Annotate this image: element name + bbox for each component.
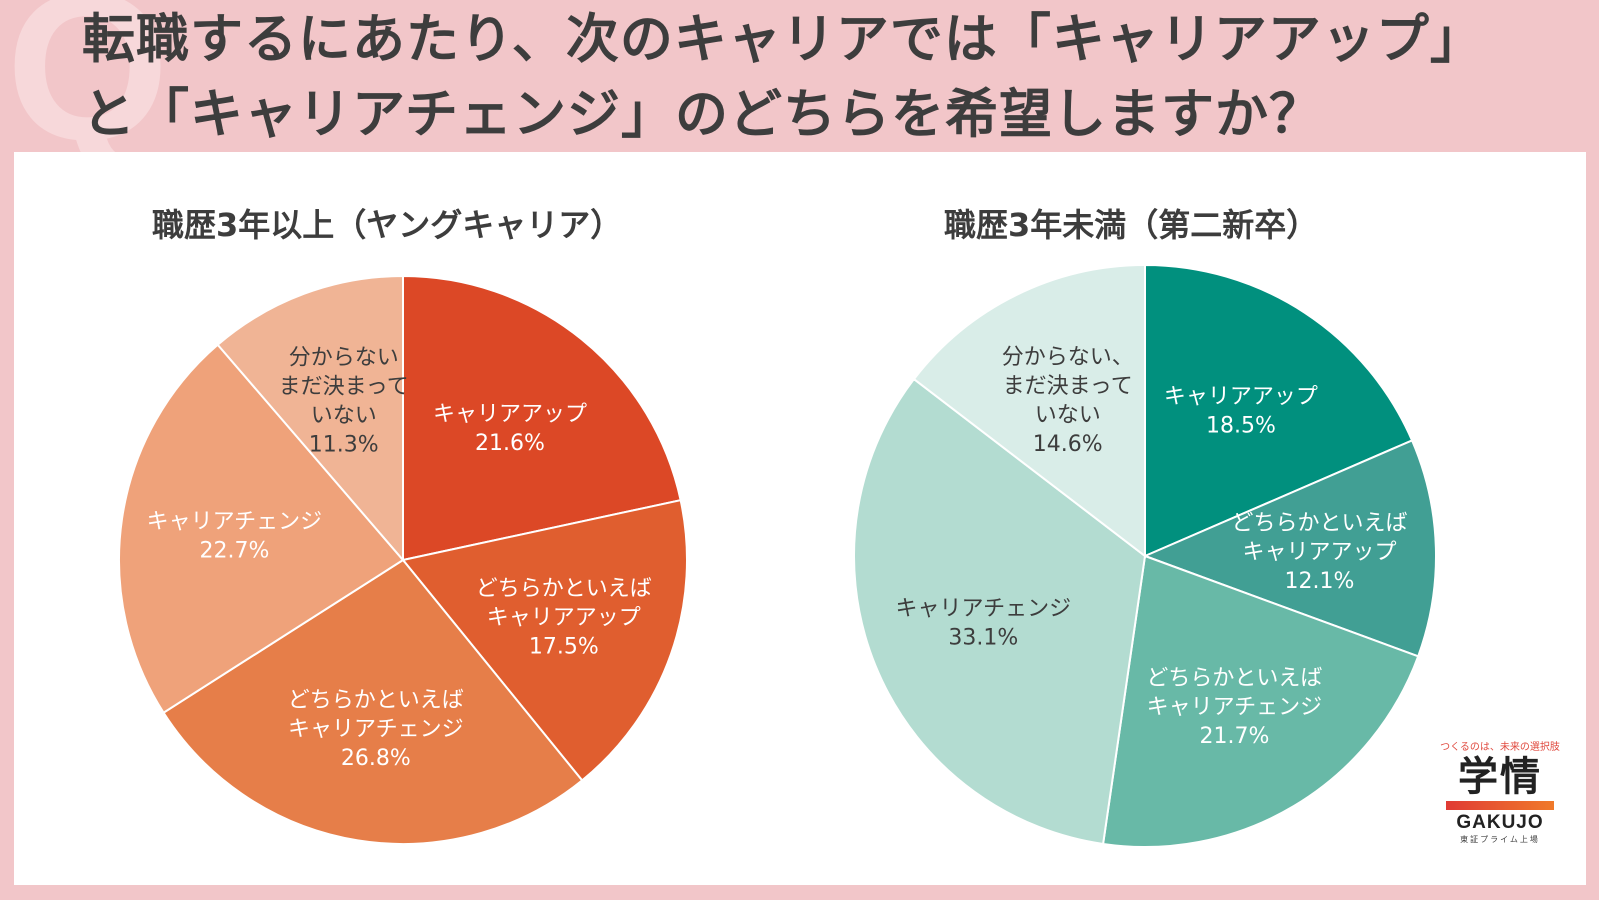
title-line-2: と「キャリアチェンジ」のどちらを希望しますか？ <box>82 84 1323 145</box>
q-watermark: Q <box>6 0 170 184</box>
logo-listing: 東証プライム上場 <box>1460 835 1540 844</box>
pie1-slice-2 <box>401 498 688 782</box>
pie1-slice-1 <box>402 274 682 562</box>
pie2-slice-3 <box>1101 554 1420 849</box>
pie2-slice-1 <box>1144 263 1414 558</box>
chart-panel: 職歴3年以上（ヤングキャリア） 職歴3年未満（第二新卒） キャリアアップ 21.6… <box>14 152 1586 885</box>
pie1-slice-3-label: どちらかといえばキャリアチェンジ 26.8% <box>288 688 464 771</box>
pie2-slice-5-label: 分からない、まだ決まっていない 14.6% <box>1002 345 1134 457</box>
pie2-slice-5 <box>912 263 1146 559</box>
pie2-slice-4-label: キャリアチェンジ 33.1% <box>896 596 1072 650</box>
title-line-1: 転職するにあたり、次のキャリアでは「キャリアアップ」 <box>82 9 1484 70</box>
logo-bar <box>1446 801 1554 810</box>
pie1-slice-4 <box>118 343 405 715</box>
left-chart-title: 職歴3年以上（ヤングキャリア） <box>152 206 623 244</box>
pie1-slice-5-label: 分からないまだ決まっていない 11.3% <box>279 346 409 458</box>
pie1-slice-3 <box>162 558 584 845</box>
pie-charts: キャリアアップ 21.6%どちらかといえばキャリアアップ 17.5%どちらかといえば… <box>118 263 1437 849</box>
pie2-slice-2-label: どちらかといえばキャリアアップ 12.1% <box>1231 511 1407 594</box>
pie2-slice-3-label: どちらかといえばキャリアチェンジ 21.7% <box>1146 666 1322 749</box>
right-chart-title: 職歴3年未満（第二新卒） <box>944 206 1319 244</box>
gakujo-logo: つくるのは、未来の選択肢 学情 GAKUJO 東証プライム上場 <box>1434 738 1566 845</box>
logo-tagline: つくるのは、未来の選択肢 <box>1440 742 1560 753</box>
logo-romaji: GAKUJO <box>1456 812 1544 833</box>
pie2-slice-2 <box>1142 439 1437 658</box>
pie1-slice-4-label: キャリアチェンジ 22.7% <box>147 510 323 564</box>
pie1-slice-1-label: キャリアアップ 21.6% <box>433 402 587 456</box>
pie1-slice-2-label: どちらかといえばキャリアアップ 17.5% <box>476 577 652 660</box>
page-title: 転職するにあたり、次のキャリアでは「キャリアアップ」 と「キャリアチェンジ」のど… <box>82 2 1579 152</box>
pie2-slice-1-label: キャリアアップ 18.5% <box>1164 385 1318 439</box>
pie2-slice-4 <box>853 377 1147 846</box>
pie1-slice-5 <box>216 274 404 563</box>
logo-kanji: 学情 <box>1458 754 1542 800</box>
